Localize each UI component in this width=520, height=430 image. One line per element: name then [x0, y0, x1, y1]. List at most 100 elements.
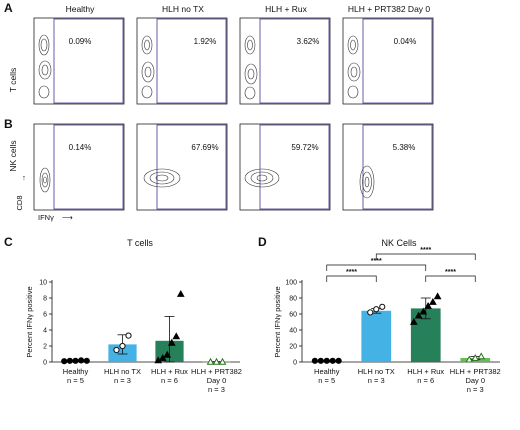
row-label-t-cells: T cells	[8, 68, 18, 92]
category-label: HLH + Rux	[151, 367, 188, 376]
row-label-nk-cells: NK cells	[8, 140, 18, 171]
category-label: n = 5	[318, 376, 335, 385]
panel-letter-c: C	[4, 235, 13, 249]
y-tick-label: 6	[43, 311, 47, 318]
data-point	[113, 346, 120, 354]
category-label: n = 3	[368, 376, 385, 385]
data-point	[72, 357, 79, 364]
data-point	[61, 358, 68, 365]
data-point	[335, 357, 342, 364]
data-point	[424, 301, 432, 309]
data-point	[167, 338, 176, 346]
bar	[361, 310, 392, 362]
data-point	[317, 357, 324, 364]
y-axis-title: Percent IFNγ positive	[273, 286, 282, 357]
category-label: Healthy	[63, 367, 89, 376]
category-label: Day 0	[207, 376, 227, 385]
category-label: HLH + Rux	[407, 367, 444, 376]
data-point	[176, 289, 185, 297]
column-header-hlh-prt382: HLH + PRT382 Day 0	[348, 4, 431, 14]
flow-percent: 67.69%	[191, 143, 218, 152]
significance-bracket	[375, 253, 476, 260]
column-header-healthy: Healthy	[66, 4, 96, 14]
significance-label: ****	[420, 247, 431, 254]
y-tick-label: 4	[43, 327, 47, 334]
flow-axis-x-arrow: ⟶	[62, 213, 74, 222]
column-header-hlh-no-tx: HLH no TX	[162, 4, 204, 14]
panel-letter-a: A	[4, 1, 13, 15]
flow-plot-nk-hlh-no-tx: 67.69%	[136, 123, 228, 211]
data-point	[433, 292, 442, 300]
significance-label: ****	[371, 258, 382, 265]
y-tick-label: 10	[39, 279, 47, 286]
chart-t-cells: T cells Percent IFNγ positive 0 2 4 6 8 10 Healt…	[25, 238, 242, 394]
category-label: n = 3	[114, 376, 131, 385]
flow-percent: 0.14%	[69, 143, 92, 152]
data-point	[373, 306, 380, 313]
y-tick-label: 0	[293, 359, 297, 366]
y-tick-label: 100	[285, 279, 297, 286]
category-label: Healthy	[314, 367, 340, 376]
category-label: n = 3	[467, 385, 484, 394]
significance-bracket	[326, 275, 377, 282]
category-label: Day 0	[465, 376, 485, 385]
flow-percent: 5.38%	[393, 143, 416, 152]
flow-contour	[39, 167, 51, 193]
y-tick-label: 40	[289, 327, 297, 334]
data-point	[471, 353, 480, 361]
flow-axis-y-arrow: ↑	[22, 173, 26, 182]
data-point	[206, 357, 215, 365]
data-point	[419, 307, 428, 315]
flow-axis-x-label: IFNγ	[38, 213, 54, 222]
panel-letter-d: D	[258, 235, 267, 249]
data-point	[329, 357, 336, 364]
flow-plot-t-hlh-rux: 3.62%	[239, 17, 331, 105]
flow-percent: 1.92%	[194, 37, 217, 46]
data-point	[367, 309, 374, 316]
category-label: HLH no TX	[358, 367, 395, 376]
flow-percent: 0.09%	[69, 37, 92, 46]
data-point	[379, 303, 386, 310]
y-tick-label: 20	[289, 343, 297, 350]
y-tick-label: 0	[43, 359, 47, 366]
data-point	[311, 357, 318, 364]
chart-title: NK Cells	[381, 238, 417, 248]
flow-contour	[244, 35, 258, 100]
category-label: HLH + PRT382	[191, 367, 242, 376]
data-point	[218, 357, 227, 365]
y-tick-label: 60	[289, 311, 297, 318]
data-point	[163, 350, 172, 358]
data-point	[172, 332, 181, 340]
category-label: n = 5	[67, 376, 84, 385]
category-label: HLH no TX	[104, 367, 141, 376]
category-label: HLH + PRT382	[450, 367, 501, 376]
flow-plot-t-healthy: 0.09%	[33, 17, 125, 105]
data-point	[429, 297, 437, 305]
flow-contour	[141, 35, 155, 99]
data-point	[83, 357, 90, 364]
significance-label: ****	[445, 269, 456, 276]
data-point	[323, 357, 330, 364]
y-axis-title: Percent IFNγ positive	[25, 286, 34, 357]
y-tick-label: 2	[43, 343, 47, 350]
flow-plot-nk-hlh-prt382: 5.38%	[342, 123, 434, 211]
data-point	[410, 317, 418, 325]
flow-plot-t-hlh-prt382: 0.04%	[342, 17, 434, 105]
flow-plot-nk-hlh-rux: 59.72%	[239, 123, 331, 211]
data-point	[212, 357, 221, 365]
chart-nk-cells: NK Cells Percent IFNγ positive 0 20 40 60 80 10…	[273, 238, 501, 394]
flow-contour	[359, 165, 375, 199]
data-point	[66, 357, 73, 364]
flow-plot-t-hlh-no-tx: 1.92%	[136, 17, 228, 105]
data-point	[78, 357, 85, 364]
data-point	[119, 342, 126, 350]
significance-bracket	[326, 264, 427, 271]
category-label: n = 6	[417, 376, 434, 385]
flow-contour	[143, 168, 181, 188]
flow-percent: 3.62%	[297, 37, 320, 46]
data-point	[465, 355, 474, 363]
data-point	[414, 311, 423, 319]
flow-contour	[38, 34, 52, 99]
category-label: n = 3	[208, 385, 225, 394]
